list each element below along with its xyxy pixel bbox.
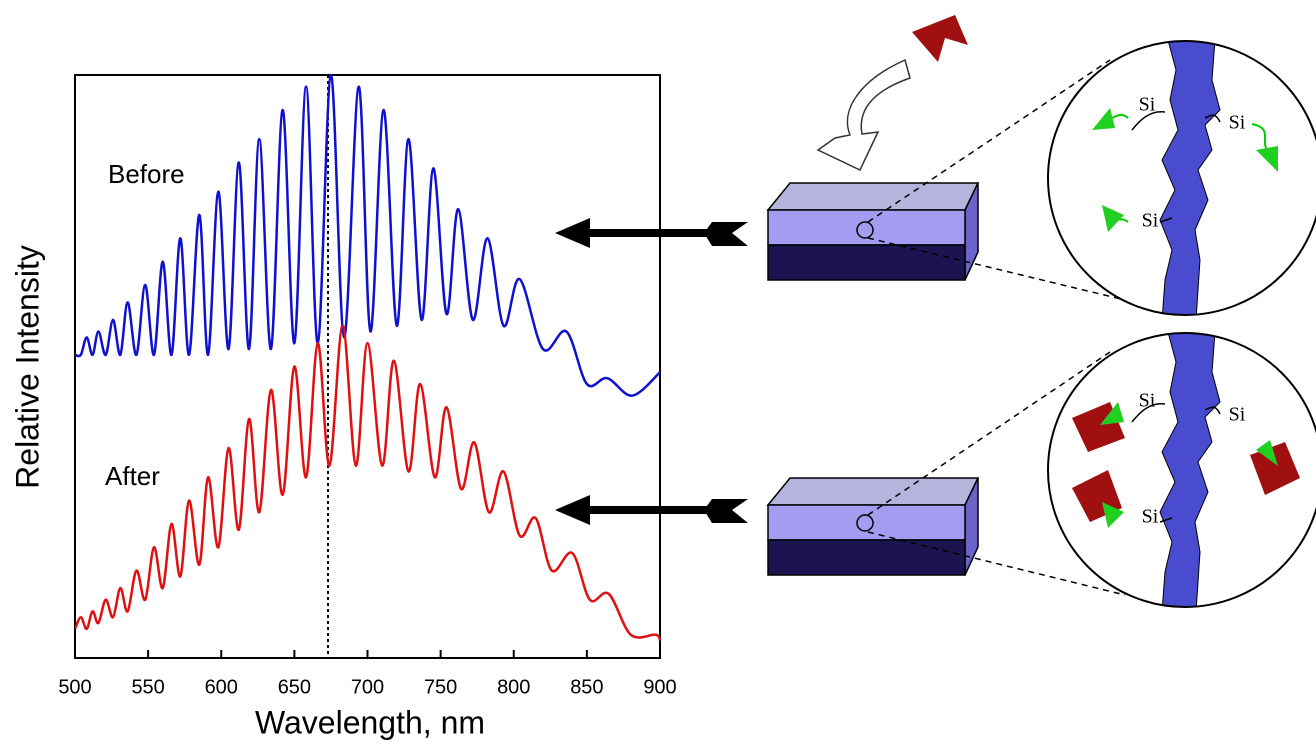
curved-arrow	[816, 58, 911, 172]
x-tick-label: 500	[58, 676, 91, 698]
atom-label: Si	[1229, 404, 1246, 426]
pore-zoom	[1048, 41, 1316, 315]
x-tick-label: 650	[278, 676, 311, 698]
x-tick-label: 750	[424, 676, 457, 698]
arrow	[555, 495, 748, 525]
pore-zoom	[1048, 333, 1316, 607]
x-axis-label: Wavelength, nm	[255, 704, 485, 740]
molecule-icon	[912, 15, 968, 62]
zoom-circle	[1047, 40, 1316, 316]
x-tick-label: 900	[643, 676, 676, 698]
atom-label: Si	[1139, 94, 1156, 116]
sample-slab	[766, 477, 980, 576]
sample-slab	[766, 182, 980, 281]
atom-label: Si	[1142, 506, 1159, 528]
x-tick-label: 550	[131, 676, 164, 698]
atom-label: Si	[1139, 390, 1156, 412]
series-annotation: Before	[108, 159, 185, 189]
zoom-line	[867, 59, 1126, 596]
plot-area	[75, 73, 661, 642]
x-tick-label: 600	[205, 676, 238, 698]
y-axis-label: Relative Intensity	[9, 245, 45, 489]
x-tick-label: 800	[497, 676, 530, 698]
series-annotation: After	[105, 461, 160, 491]
series-line	[75, 73, 661, 397]
x-tick-label: 700	[351, 676, 384, 698]
atom-label: Si	[1142, 210, 1159, 232]
arrow	[555, 218, 748, 248]
zoom-circle	[1047, 332, 1316, 608]
atom-label: Si	[1229, 112, 1246, 134]
series-line	[75, 324, 661, 642]
x-tick-label: 850	[570, 676, 603, 698]
